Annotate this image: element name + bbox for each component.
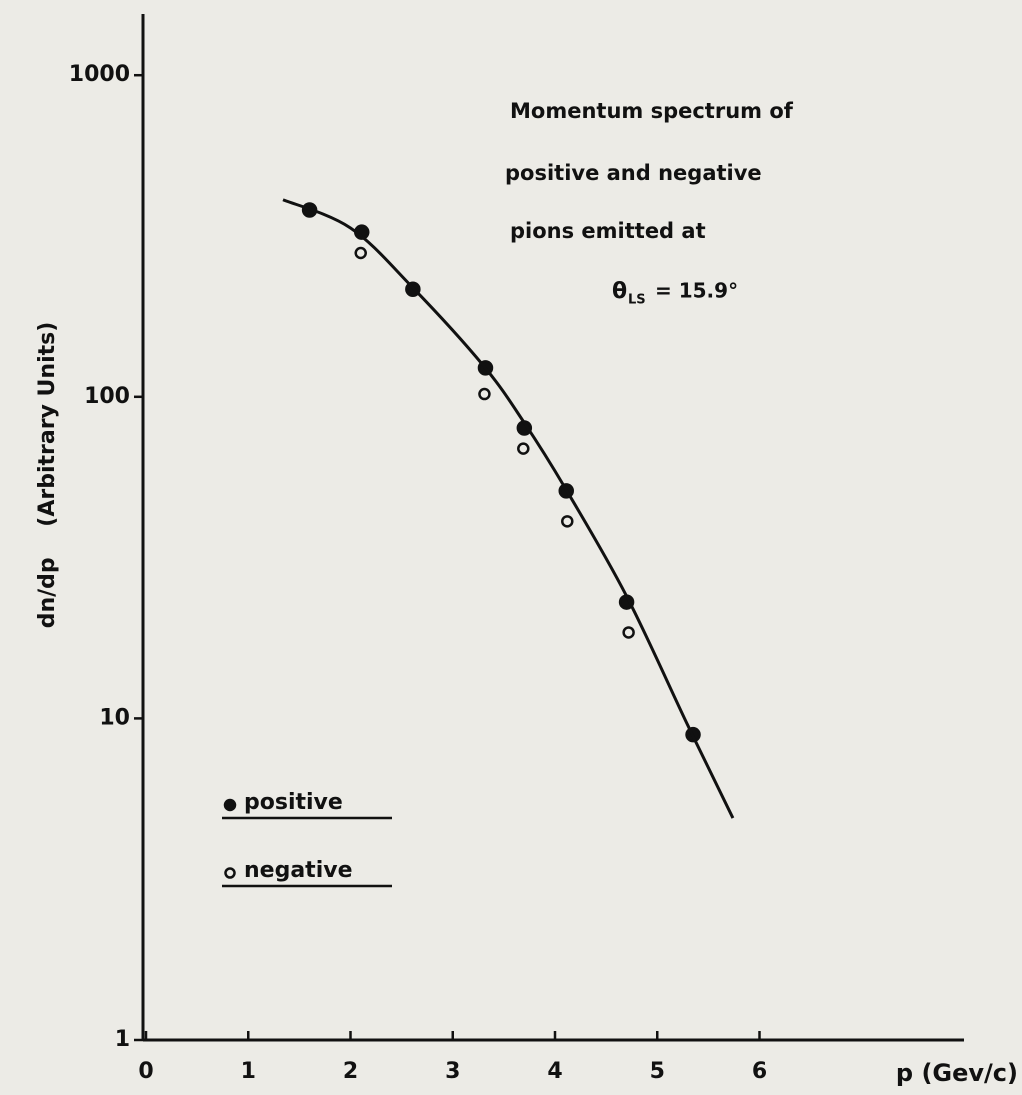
x-tick-label: 6 (752, 1059, 767, 1084)
x-tick-label: 0 (138, 1059, 153, 1084)
legend-marker (224, 867, 236, 879)
y-tick-label: 10 (99, 705, 130, 730)
y-tick-label: 1 (115, 1027, 130, 1052)
x-tick-label: 5 (650, 1059, 665, 1084)
open-point (354, 246, 367, 260)
x-tick-label: 4 (547, 1059, 562, 1084)
y-tick-label: 1000 (69, 62, 130, 87)
x-tick-label: 2 (343, 1059, 358, 1084)
legend-marker (223, 798, 237, 812)
annotation-line: Momentum spectrum of (510, 99, 794, 123)
annotation-line: positive and negative (505, 161, 762, 185)
open-point (517, 442, 530, 455)
annotation-subscript: LS (628, 293, 646, 308)
fit-curve (282, 198, 735, 819)
legend-label: positive (244, 790, 343, 815)
x-tick-label: 1 (241, 1059, 256, 1084)
y-tick-label: 100 (84, 384, 130, 409)
legend-label: negative (244, 858, 353, 883)
x-tick-label: 3 (445, 1059, 460, 1084)
open-point (561, 515, 574, 528)
annotation-equation: = 15.9° (655, 279, 738, 303)
open-point (622, 626, 635, 639)
annotation-line: pions emitted at (510, 219, 706, 243)
annotation-symbol: θ (612, 279, 627, 304)
open-point (478, 387, 491, 401)
x-axis-label: p (Gev/c) (896, 1059, 1018, 1087)
y-axis-label: dn/dp (Arbitrary Units) (35, 322, 60, 629)
